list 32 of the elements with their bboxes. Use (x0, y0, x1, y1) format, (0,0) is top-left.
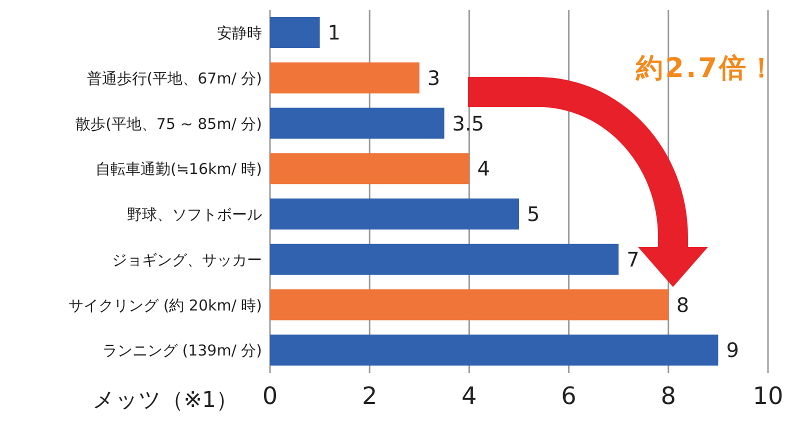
y-tick-label: ジョギング、サッカー (112, 250, 262, 269)
y-tick-label: サイクリング (約 20km/ 時) (68, 296, 262, 314)
bar (270, 198, 519, 230)
bar (270, 153, 470, 184)
data-label: 1 (328, 20, 341, 45)
bar (270, 289, 668, 320)
bar (270, 334, 718, 366)
y-tick-label: 普通歩行(平地、67m/ 分) (86, 69, 262, 88)
bar (270, 62, 420, 94)
x-tick-label: 6 (561, 382, 576, 410)
data-label: 9 (726, 338, 739, 362)
data-label: 3 (427, 66, 440, 90)
x-tick-label: 10 (752, 382, 784, 410)
y-tick-label: 安静時 (217, 24, 262, 42)
x-tick-label: 8 (660, 382, 676, 410)
bar (270, 17, 320, 48)
annotation: 約2.7倍！ (636, 52, 777, 86)
data-label: 5 (527, 202, 540, 226)
x-tick-label: 4 (462, 382, 477, 410)
x-axis-title: メッツ（※1） (92, 388, 238, 413)
x-tick-label: 0 (262, 382, 278, 410)
data-label: 7 (626, 247, 640, 272)
y-tick-label: 野球、ソフトボール (127, 206, 262, 224)
y-tick-label: ランニング (139m/ 分) (102, 342, 262, 360)
bar (270, 244, 619, 275)
bar (270, 108, 444, 139)
y-tick-label: 散歩(平地、75 ~ 85m/ 分) (76, 114, 262, 133)
data-label: 8 (676, 292, 690, 317)
data-label: 4 (477, 156, 490, 181)
y-tick-label: 自転車通勤(≒16km/ 時) (96, 160, 262, 178)
x-tick-label: 2 (362, 382, 378, 410)
data-label: 3.5 (452, 111, 484, 136)
